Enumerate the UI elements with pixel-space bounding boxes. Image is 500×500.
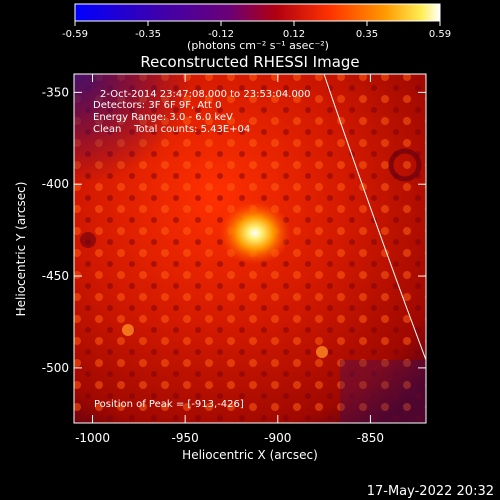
plot-frame bbox=[73, 73, 427, 424]
x-tick-label: -1000 bbox=[75, 431, 110, 445]
colorbar-ticks: -0.59 -0.35 -0.12 0.12 0.35 0.59 bbox=[62, 21, 451, 40]
x-axis-label: Heliocentric X (arcsec) bbox=[182, 448, 318, 462]
energy-range-text: Energy Range: 3.0 - 6.0 keV bbox=[93, 112, 233, 123]
colorbar-tick-label: -0.59 bbox=[62, 29, 88, 40]
y-tick-label: -500 bbox=[42, 361, 69, 375]
y-tick-label: -350 bbox=[42, 85, 69, 99]
colorbar-tick-label: 0.59 bbox=[429, 29, 451, 40]
x-axis-ticks: -1000 -950 -900 -850 bbox=[75, 74, 384, 445]
y-axis-label: Heliocentric Y (arcsec) bbox=[14, 182, 28, 317]
x-tick-label: -950 bbox=[172, 431, 199, 445]
footer-date: 17-May-2022 20:32 bbox=[367, 484, 494, 499]
y-tick-label: -450 bbox=[42, 269, 69, 283]
peak-position-text: Position of Peak = [-913,-426] bbox=[94, 399, 244, 410]
colorbar-tick-label: 0.35 bbox=[356, 29, 378, 40]
colorbar bbox=[74, 3, 441, 22]
time-range-text: 2-Oct-2014 23:47:08.000 to 23:53:04.000 bbox=[100, 89, 311, 100]
detectors-text: Detectors: 3F 6F 9F, Att 0 bbox=[93, 100, 221, 111]
flare-source bbox=[219, 201, 291, 265]
x-tick-label: -900 bbox=[264, 431, 291, 445]
y-tick-label: -400 bbox=[42, 177, 69, 191]
colorbar-units: (photons cm⁻² s⁻¹ asec⁻²) bbox=[187, 39, 329, 52]
plot-title: Reconstructed RHESSI Image bbox=[140, 53, 359, 71]
colorbar-tick-label: -0.12 bbox=[208, 29, 234, 40]
colorbar-tick-label: 0.12 bbox=[283, 29, 305, 40]
x-tick-label: -850 bbox=[357, 431, 384, 445]
solar-image bbox=[74, 74, 426, 423]
y-axis-ticks: -350 -400 -450 -500 bbox=[42, 85, 426, 375]
clean-counts-text: Clean Total counts: 5.43E+04 bbox=[93, 124, 250, 135]
solar-limb-line bbox=[323, 74, 426, 361]
colorbar-tick-label: -0.35 bbox=[135, 29, 161, 40]
